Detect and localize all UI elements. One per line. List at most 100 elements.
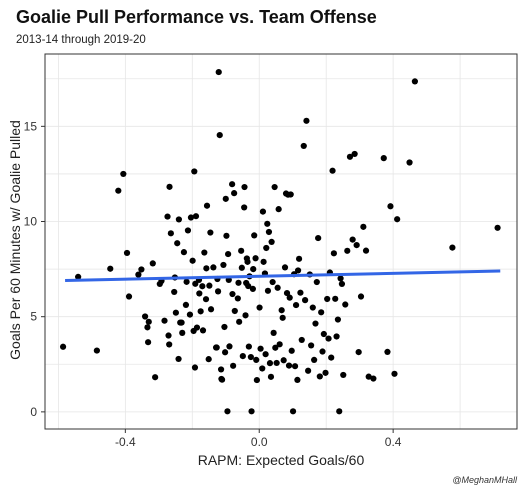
- data-point: [276, 341, 283, 348]
- data-point: [238, 264, 245, 271]
- data-point: [322, 369, 329, 376]
- data-point: [334, 316, 342, 323]
- data-point: [141, 313, 149, 320]
- data-point: [391, 370, 398, 377]
- data-point: [182, 301, 190, 308]
- data-point: [273, 359, 280, 367]
- data-point: [214, 288, 222, 295]
- data-point: [328, 354, 335, 361]
- data-point: [229, 290, 236, 298]
- data-point: [223, 232, 230, 239]
- data-point: [315, 234, 322, 242]
- data-point: [283, 289, 291, 297]
- data-point: [221, 349, 229, 356]
- data-point: [178, 319, 185, 326]
- data-point: [138, 266, 145, 273]
- data-point: [75, 273, 82, 281]
- data-point: [365, 373, 372, 380]
- data-point: [318, 309, 325, 316]
- data-point: [179, 329, 186, 336]
- data-point: [205, 356, 212, 363]
- data-point: [291, 363, 299, 370]
- data-point: [275, 206, 282, 213]
- data-point: [175, 216, 183, 223]
- data-point: [244, 258, 251, 265]
- x-tick-label: -0.4: [115, 435, 136, 449]
- data-point: [332, 295, 339, 302]
- chart-title: Goalie Pull Performance vs. Team Offense: [16, 7, 377, 27]
- data-point: [235, 279, 242, 286]
- data-point: [330, 250, 337, 257]
- data-point: [199, 283, 206, 290]
- data-point: [201, 249, 208, 256]
- data-point: [250, 266, 257, 273]
- data-point: [202, 296, 210, 303]
- data-point: [249, 285, 256, 292]
- data-point: [145, 339, 152, 346]
- data-point: [253, 356, 260, 364]
- data-point: [298, 336, 305, 344]
- data-point: [221, 323, 228, 331]
- data-point: [164, 213, 171, 220]
- data-point: [165, 332, 172, 339]
- data-point: [305, 367, 312, 374]
- data-point: [247, 353, 254, 361]
- chart-caption: @MeghanMHall: [452, 475, 518, 485]
- data-point: [294, 267, 302, 274]
- data-point: [224, 408, 231, 415]
- data-point: [174, 240, 181, 247]
- data-point: [107, 265, 114, 272]
- plot-panel: [44, 53, 518, 430]
- data-point: [281, 264, 289, 271]
- gridlines: [45, 54, 517, 429]
- data-point: [251, 232, 258, 239]
- data-point: [449, 244, 456, 251]
- data-point: [191, 364, 199, 371]
- data-point: [270, 329, 277, 336]
- data-point: [286, 294, 293, 301]
- data-point: [192, 213, 200, 220]
- data-point: [135, 271, 142, 278]
- data-point: [292, 301, 300, 309]
- data-point: [234, 295, 241, 302]
- data-point: [207, 229, 214, 236]
- data-point: [278, 307, 285, 314]
- data-point: [329, 167, 336, 174]
- y-axis: 0 5 10 15: [24, 119, 45, 419]
- data-point: [333, 333, 340, 340]
- data-point: [349, 236, 356, 243]
- scatter-points: [59, 68, 501, 415]
- data-point: [285, 362, 293, 369]
- data-point: [340, 371, 347, 379]
- data-point: [384, 348, 391, 356]
- data-point: [288, 347, 295, 354]
- data-point: [263, 244, 270, 252]
- data-point: [123, 249, 131, 257]
- data-point: [362, 247, 370, 254]
- data-point: [217, 366, 225, 373]
- data-point: [344, 247, 351, 254]
- data-point: [289, 408, 297, 415]
- data-point: [231, 190, 238, 197]
- data-point: [216, 131, 223, 139]
- data-point: [180, 249, 188, 256]
- data-point: [241, 183, 248, 191]
- data-point: [241, 204, 248, 211]
- data-point: [262, 351, 269, 358]
- data-point: [203, 265, 210, 272]
- data-point: [189, 257, 196, 264]
- data-point: [166, 183, 173, 190]
- data-point: [319, 348, 326, 355]
- data-point: [115, 187, 122, 194]
- data-point: [380, 155, 387, 162]
- data-point: [206, 282, 213, 289]
- data-point: [287, 191, 294, 198]
- data-point: [215, 68, 222, 76]
- data-point: [406, 159, 413, 166]
- data-point: [191, 168, 198, 175]
- data-point: [93, 347, 100, 354]
- data-point: [351, 150, 358, 158]
- data-point: [308, 342, 315, 349]
- data-point: [302, 297, 309, 304]
- data-point: [125, 293, 133, 300]
